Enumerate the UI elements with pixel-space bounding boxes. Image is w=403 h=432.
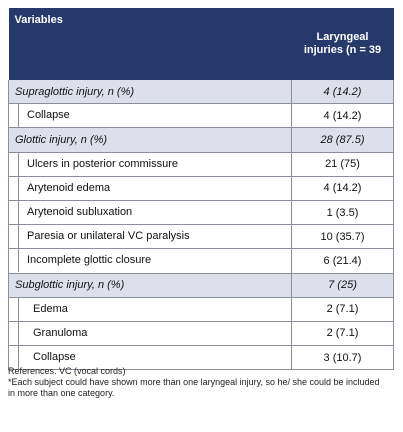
item-cell: Collapse <box>8 103 292 129</box>
item-cell: Edema <box>8 297 292 322</box>
group-label: Subglottic injury, n (%) <box>8 273 292 298</box>
group-row: Supraglottic injury, n (%) 4 (14.2) <box>8 80 394 105</box>
footnote: References. VC (vocal cords) <box>8 366 126 376</box>
item-value: 2 (7.1) <box>291 297 394 322</box>
item-label: Paresia or unilateral VC paralysis <box>18 225 285 249</box>
item-row: Ulcers in posterior commissure 21 (75) <box>8 152 394 177</box>
item-row: Collapse 3 (10.7) <box>8 345 394 371</box>
group-label: Supraglottic injury, n (%) <box>8 80 292 105</box>
item-row: Arytenoid subluxation 1 (3.5) <box>8 200 394 226</box>
item-cell: Collapse <box>8 345 292 371</box>
item-value: 6 (21.4) <box>291 248 394 274</box>
header-cell: Laryngeal injuries (n = 39 <box>291 8 394 80</box>
item-value: 4 (14.2) <box>291 103 394 129</box>
item-cell: Incomplete glottic closure <box>8 248 292 274</box>
group-label: Glottic injury, n (%) <box>8 127 292 153</box>
item-label: Ulcers in posterior commissure <box>18 152 285 176</box>
item-cell: Granuloma <box>8 321 292 347</box>
header-row: Variables Laryngeal injuries (n = 39 <box>8 8 394 80</box>
table-wrap: Variables Laryngeal injuries (n = 39 Sup… <box>8 8 394 371</box>
table-body: Supraglottic injury, n (%) 4 (14.2) Collap… <box>8 80 394 371</box>
item-label: Arytenoid subluxation <box>18 201 285 225</box>
item-value: 3 (10.7) <box>291 345 394 371</box>
item-value: 21 (75) <box>291 152 394 177</box>
item-label: Collapse <box>18 104 285 128</box>
item-label: Granuloma <box>18 321 285 345</box>
group-value: 28 (87.5) <box>291 127 394 153</box>
item-row: Granuloma 2 (7.1) <box>8 321 394 347</box>
item-value: 2 (7.1) <box>291 321 394 347</box>
item-label: Collapse <box>18 346 285 370</box>
footnotes: References. VC (vocal cords) *Each subjec… <box>8 366 388 399</box>
item-row: Arytenoid edema 4 (14.2) <box>8 176 394 201</box>
item-row: Paresia or unilateral VC paralysis 10 (35… <box>8 224 394 250</box>
group-value: 4 (14.2) <box>291 80 394 105</box>
header-cell: Variables <box>8 8 292 80</box>
group-row: Subglottic injury, n (%) 7 (25) <box>8 273 394 298</box>
item-value: 10 (35.7) <box>291 224 394 250</box>
group-value: 7 (25) <box>291 273 394 298</box>
footnote: *Each subject could have shown more than… <box>8 377 380 398</box>
item-cell: Paresia or unilateral VC paralysis <box>8 224 292 250</box>
table: Variables Laryngeal injuries (n = 39 Sup… <box>8 8 394 371</box>
item-value: 1 (3.5) <box>291 200 394 226</box>
item-cell: Ulcers in posterior commissure <box>8 152 292 177</box>
group-row: Glottic injury, n (%) 28 (87.5) <box>8 127 394 153</box>
item-value: 4 (14.2) <box>291 176 394 201</box>
item-cell: Arytenoid subluxation <box>8 200 292 226</box>
item-row: Edema 2 (7.1) <box>8 297 394 322</box>
item-row: Incomplete glottic closure 6 (21.4) <box>8 248 394 274</box>
item-cell: Arytenoid edema <box>8 176 292 201</box>
item-label: Edema <box>18 297 285 321</box>
item-label: Arytenoid edema <box>18 176 285 200</box>
item-row: Collapse 4 (14.2) <box>8 103 394 129</box>
item-label: Incomplete glottic closure <box>18 249 285 273</box>
